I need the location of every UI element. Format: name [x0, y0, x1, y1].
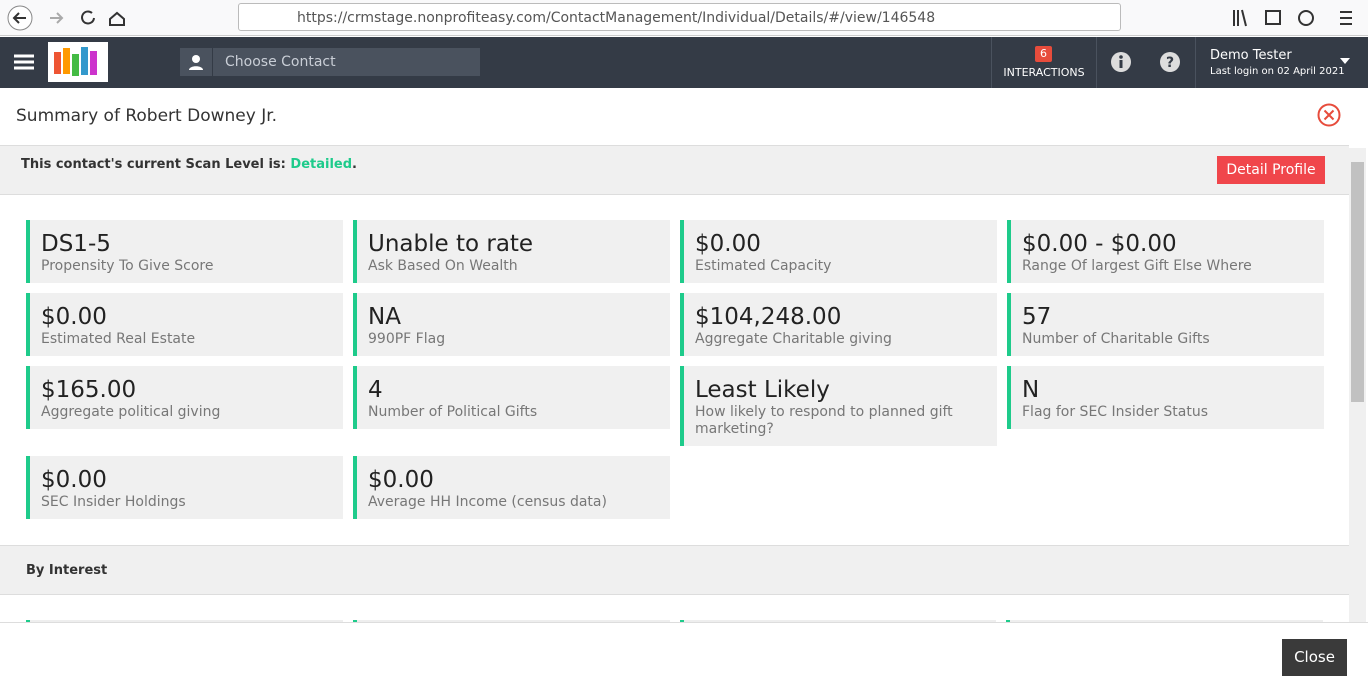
- card-value: Unable to rate: [368, 231, 534, 257]
- modal-title: Summary of Robert Downey Jr.: [16, 106, 278, 126]
- user-icon: [189, 55, 203, 70]
- score-card: NA 990PF Flag: [353, 293, 670, 356]
- card-label: Ask Based On Wealth: [368, 258, 518, 274]
- interactions-link[interactable]: INTERACTIONS: [1003, 66, 1085, 79]
- user-name[interactable]: Demo Tester: [1210, 48, 1292, 63]
- card-value: $0.00 - $0.00: [1022, 231, 1177, 257]
- card-label: Average HH Income (census data): [368, 494, 607, 510]
- close-icon[interactable]: [1317, 103, 1341, 127]
- card-value: N: [1022, 377, 1040, 403]
- card-value: $0.00: [695, 231, 761, 257]
- card-value: 4: [368, 377, 383, 403]
- card-label: Estimated Capacity: [695, 258, 832, 274]
- partial-cards: [26, 620, 1323, 623]
- card-label: Estimated Real Estate: [41, 331, 196, 347]
- scrollbar[interactable]: [1349, 148, 1366, 625]
- card-value: $165.00: [41, 377, 137, 403]
- card-label: Aggregate political giving: [41, 404, 221, 420]
- detail-profile-button[interactable]: Detail Profile: [1217, 156, 1325, 184]
- score-card: $104,248.00 Aggregate Charitable giving: [680, 293, 997, 356]
- close-button[interactable]: Close: [1282, 639, 1347, 676]
- card-label: Number of Political Gifts: [368, 404, 538, 420]
- search-placeholder: Choose Contact: [225, 54, 336, 70]
- browser-icons: [1233, 9, 1352, 27]
- card-label: Flag for SEC Insider Status: [1022, 404, 1209, 420]
- logo[interactable]: [48, 42, 108, 82]
- card-value: 57: [1022, 304, 1052, 330]
- score-card: 57 Number of Charitable Gifts: [1007, 293, 1324, 356]
- card-label: SEC Insider Holdings: [41, 494, 186, 510]
- score-card: Least Likely How likely to respond to pla…: [680, 366, 997, 446]
- interactions-badge: 6: [1035, 46, 1052, 62]
- scan-level-text: This contact's current Scan Level is: De…: [21, 157, 357, 172]
- modal-footer: Close: [0, 622, 1368, 689]
- user-caret[interactable]: [1340, 58, 1350, 66]
- section-title: By Interest: [26, 563, 108, 578]
- card-label: Number of Charitable Gifts: [1022, 331, 1210, 347]
- score-card: $0.00 Estimated Capacity: [680, 220, 997, 283]
- address-bar[interactable]: https://crmstage.nonprofiteasy.com/Conta…: [238, 3, 1121, 31]
- card-label: Aggregate Charitable giving: [695, 331, 892, 347]
- card-value: $0.00: [41, 304, 107, 330]
- score-cards: DS1-5 Propensity To Give Score Unable to r…: [26, 220, 1324, 519]
- score-card: Unable to rate Ask Based On Wealth: [353, 220, 670, 283]
- card-value: $104,248.00: [695, 304, 842, 330]
- last-login: Last login on 02 April 2021: [1210, 66, 1345, 77]
- scan-prefix: This contact's current Scan Level is:: [21, 157, 286, 172]
- card-label: Propensity To Give Score: [41, 258, 214, 274]
- score-card: $165.00 Aggregate political giving: [26, 366, 343, 429]
- scan-level-bar: This contact's current Scan Level is: De…: [0, 145, 1349, 195]
- score-card: N Flag for SEC Insider Status: [1007, 366, 1324, 429]
- help-icons[interactable]: ?: [1110, 51, 1182, 73]
- contact-search[interactable]: Choose Contact: [180, 48, 480, 76]
- card-value: NA: [368, 304, 401, 330]
- browser-toolbar: https://crmstage.nonprofiteasy.com/Conta…: [0, 0, 1368, 36]
- score-card: $0.00 Estimated Real Estate: [26, 293, 343, 356]
- svg-text:?: ?: [1166, 55, 1174, 71]
- card-label: 990PF Flag: [368, 331, 446, 347]
- app-header: Choose Contact 6 INTERACTIONS ? Demo Tes…: [0, 37, 1368, 88]
- card-label: How likely to respond to planned gift ma…: [695, 404, 953, 437]
- card-value: Least Likely: [695, 377, 830, 403]
- summary-modal: Summary of Robert Downey Jr. This contac…: [0, 88, 1368, 689]
- card-value: $0.00: [41, 467, 107, 493]
- score-card: 4 Number of Political Gifts: [353, 366, 670, 429]
- score-card: DS1-5 Propensity To Give Score: [26, 220, 343, 283]
- card-value: DS1-5: [41, 231, 111, 257]
- score-card: $0.00 SEC Insider Holdings: [26, 456, 343, 519]
- nav-buttons[interactable]: [6, 4, 136, 32]
- score-card: $0.00 Average HH Income (census data): [353, 456, 670, 519]
- scan-suffix: .: [352, 157, 357, 172]
- menu-icon[interactable]: [14, 54, 34, 70]
- scan-level: Detailed: [290, 157, 353, 172]
- card-label: Range Of largest Gift Else Where: [1022, 258, 1252, 274]
- card-value: $0.00: [368, 467, 434, 493]
- section-header: By Interest: [0, 545, 1349, 595]
- score-card: $0.00 - $0.00 Range Of largest Gift Else …: [1007, 220, 1324, 283]
